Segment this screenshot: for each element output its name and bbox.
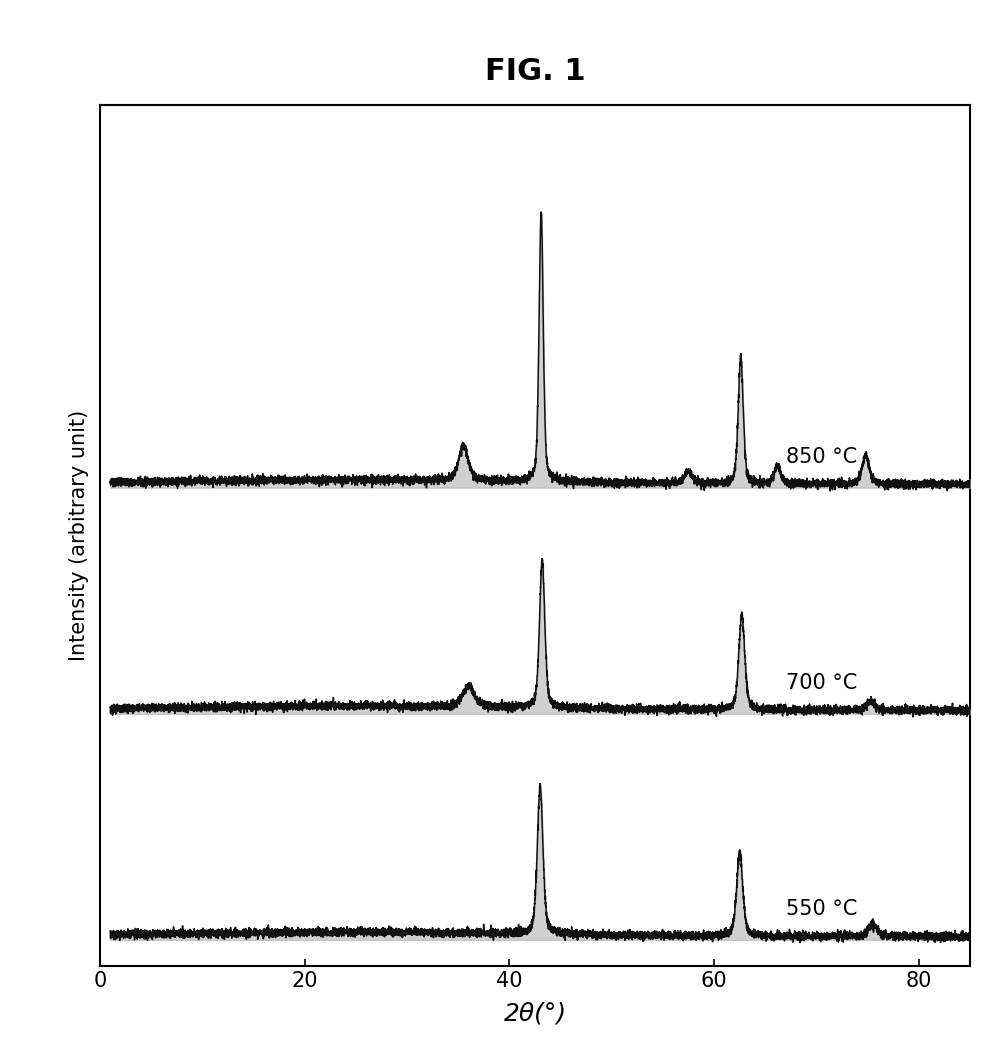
- Title: FIG. 1: FIG. 1: [485, 57, 585, 86]
- Text: 700 °C: 700 °C: [786, 673, 857, 693]
- Text: 550 °C: 550 °C: [786, 899, 857, 919]
- Text: 850 °C: 850 °C: [786, 447, 857, 467]
- Y-axis label: Intensity (arbitrary unit): Intensity (arbitrary unit): [69, 410, 89, 662]
- X-axis label: 2θ(°): 2θ(°): [503, 1002, 567, 1026]
